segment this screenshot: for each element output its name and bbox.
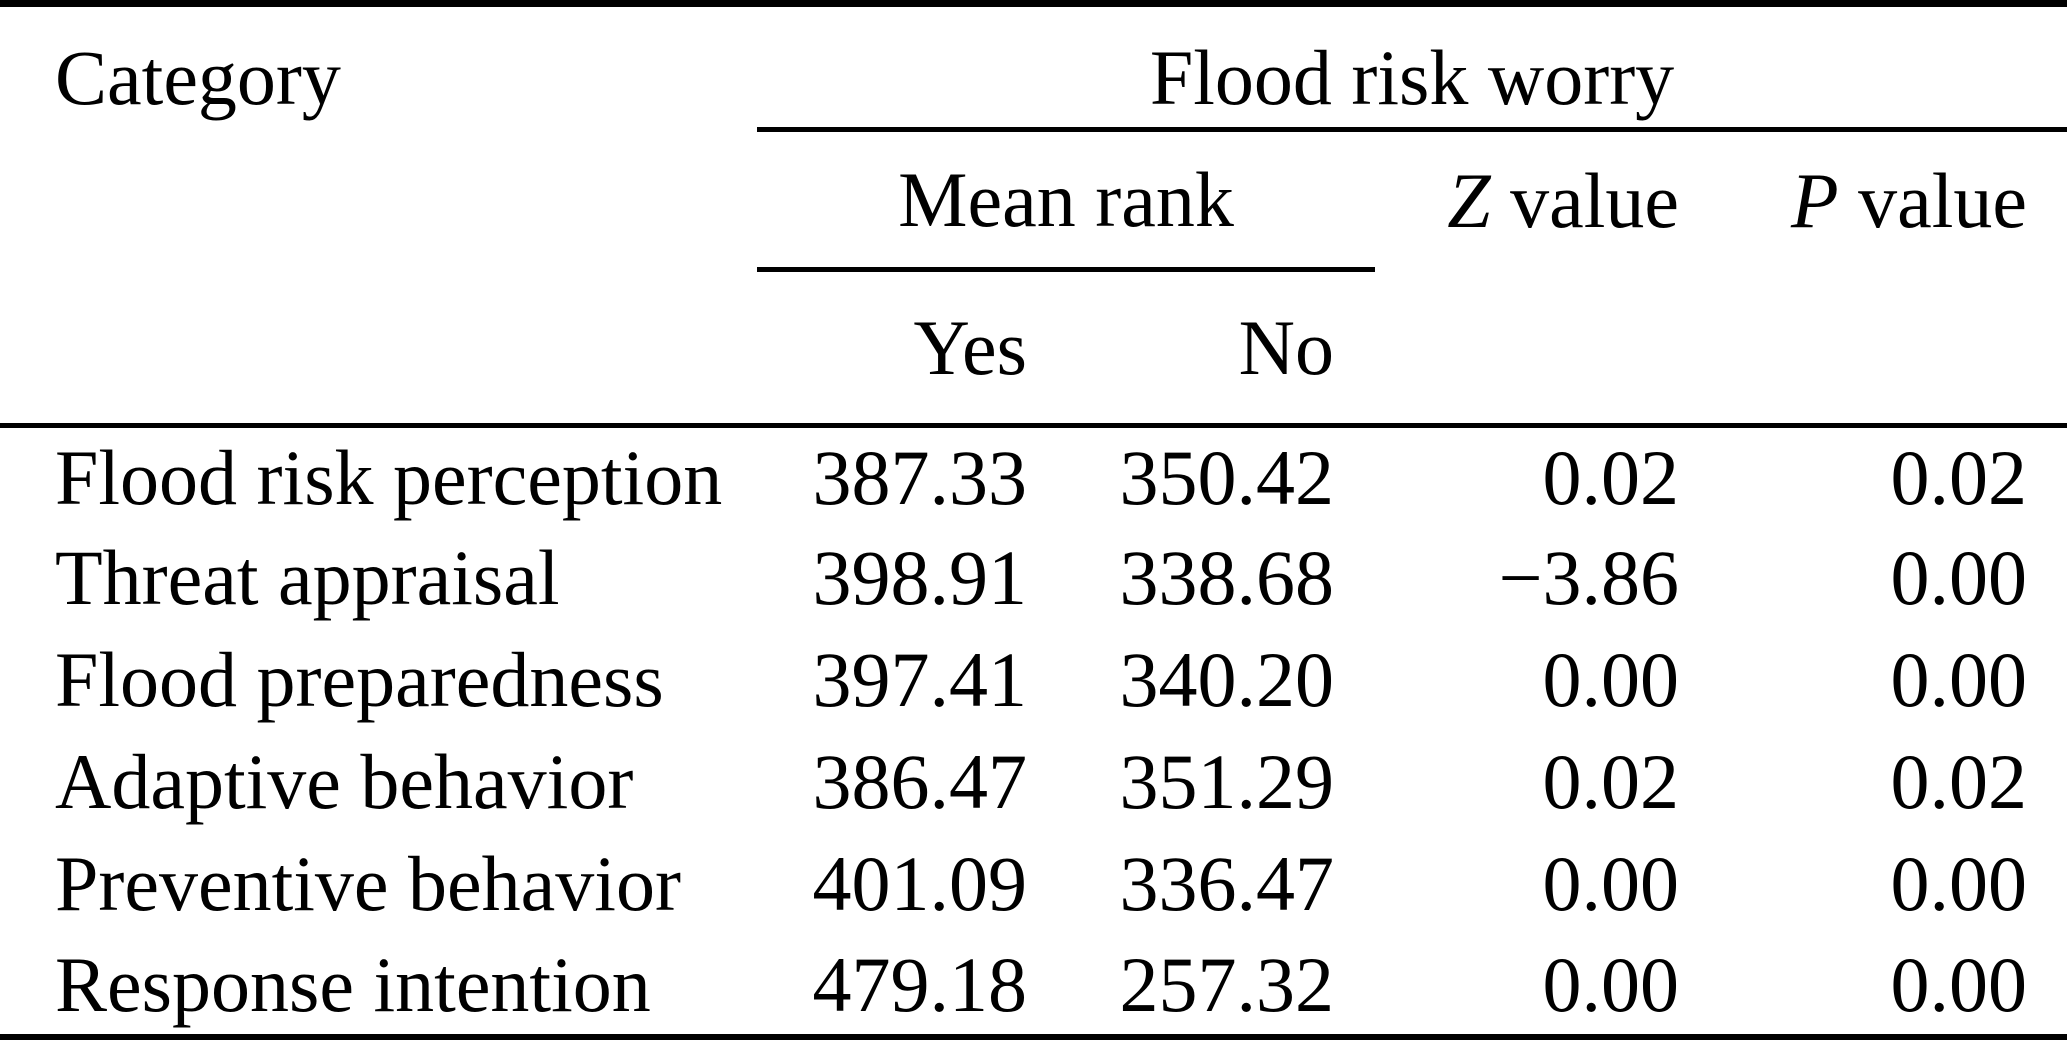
table-row: Adaptive behavior 386.47 351.29 0.02 0.0…: [0, 731, 2067, 833]
cell-mean-rank-yes: 387.33: [812, 433, 1028, 521]
empty-header-cell: [1375, 269, 1690, 428]
column-header-category: Category: [0, 3, 757, 428]
cell-category: Response intention: [55, 940, 651, 1028]
column-header-no: No: [1040, 269, 1375, 428]
table-row: Response intention 479.18 257.32 0.00 0.…: [0, 935, 2067, 1037]
column-group-header-flood-risk-worry: Flood risk worry: [757, 3, 2067, 132]
table-row: Flood risk perception 387.33 350.42 0.02…: [0, 426, 2067, 528]
table-row: Preventive behavior 401.09 336.47 0.00 0…: [0, 833, 2067, 935]
cell-p-value: 0.00: [1890, 940, 2028, 1028]
empty-header-cell: [1690, 269, 2067, 428]
cell-z-value: −3.86: [1498, 534, 1680, 622]
cell-category: Threat appraisal: [55, 534, 560, 622]
cell-mean-rank-no: 257.32: [1119, 940, 1335, 1028]
column-group-header-mean-rank: Mean rank: [757, 129, 1375, 272]
cell-p-value: 0.02: [1890, 433, 2028, 521]
cell-z-value: 0.02: [1542, 433, 1680, 521]
column-header-z-value: Z value: [1375, 130, 1690, 270]
cell-mean-rank-yes: 398.91: [812, 534, 1028, 622]
cell-category: Flood risk perception: [55, 433, 723, 521]
cell-z-value: 0.00: [1542, 636, 1680, 724]
cell-mean-rank-no: 336.47: [1119, 840, 1335, 928]
cell-p-value: 0.00: [1890, 534, 2028, 622]
p-value-word: value: [1858, 156, 2028, 244]
column-header-yes: Yes: [757, 269, 1040, 428]
table-row: Threat appraisal 398.91 338.68 −3.86 0.0…: [0, 527, 2067, 629]
header-row-groups: Yes No: [0, 269, 2067, 428]
table-body: Flood risk perception 387.33 350.42 0.02…: [0, 426, 2067, 1038]
cell-z-value: 0.00: [1542, 940, 1680, 1028]
cell-mean-rank-yes: 397.41: [812, 636, 1028, 724]
cell-mean-rank-no: 351.29: [1119, 738, 1335, 826]
cell-p-value: 0.00: [1890, 840, 2028, 928]
table-row: Flood preparedness 397.41 340.20 0.00 0.…: [0, 629, 2067, 731]
cell-category: Flood preparedness: [55, 636, 664, 724]
z-letter: Z: [1447, 156, 1491, 244]
header-row-spanner: Category Flood risk worry: [0, 3, 2067, 428]
cell-mean-rank-no: 338.68: [1119, 534, 1335, 622]
p-letter: P: [1790, 156, 1839, 244]
cell-mean-rank-yes: 386.47: [812, 738, 1028, 826]
cell-category: Adaptive behavior: [55, 738, 634, 826]
cell-z-value: 0.02: [1542, 738, 1680, 826]
cell-mean-rank-yes: 479.18: [812, 940, 1028, 1028]
cell-mean-rank-yes: 401.09: [812, 840, 1028, 928]
cell-p-value: 0.02: [1890, 738, 2028, 826]
z-value-word: value: [1510, 156, 1679, 244]
table-header: Category Flood risk worry Mean rank Z va…: [0, 3, 2067, 428]
cell-category: Preventive behavior: [55, 840, 681, 928]
cell-mean-rank-no: 350.42: [1119, 433, 1335, 521]
column-header-p-value: P value: [1690, 130, 2067, 270]
header-row-measures: Mean rank Z value P value: [0, 129, 2067, 272]
cell-z-value: 0.00: [1542, 840, 1680, 928]
cell-mean-rank-no: 340.20: [1119, 636, 1335, 724]
cell-p-value: 0.00: [1890, 636, 2028, 724]
